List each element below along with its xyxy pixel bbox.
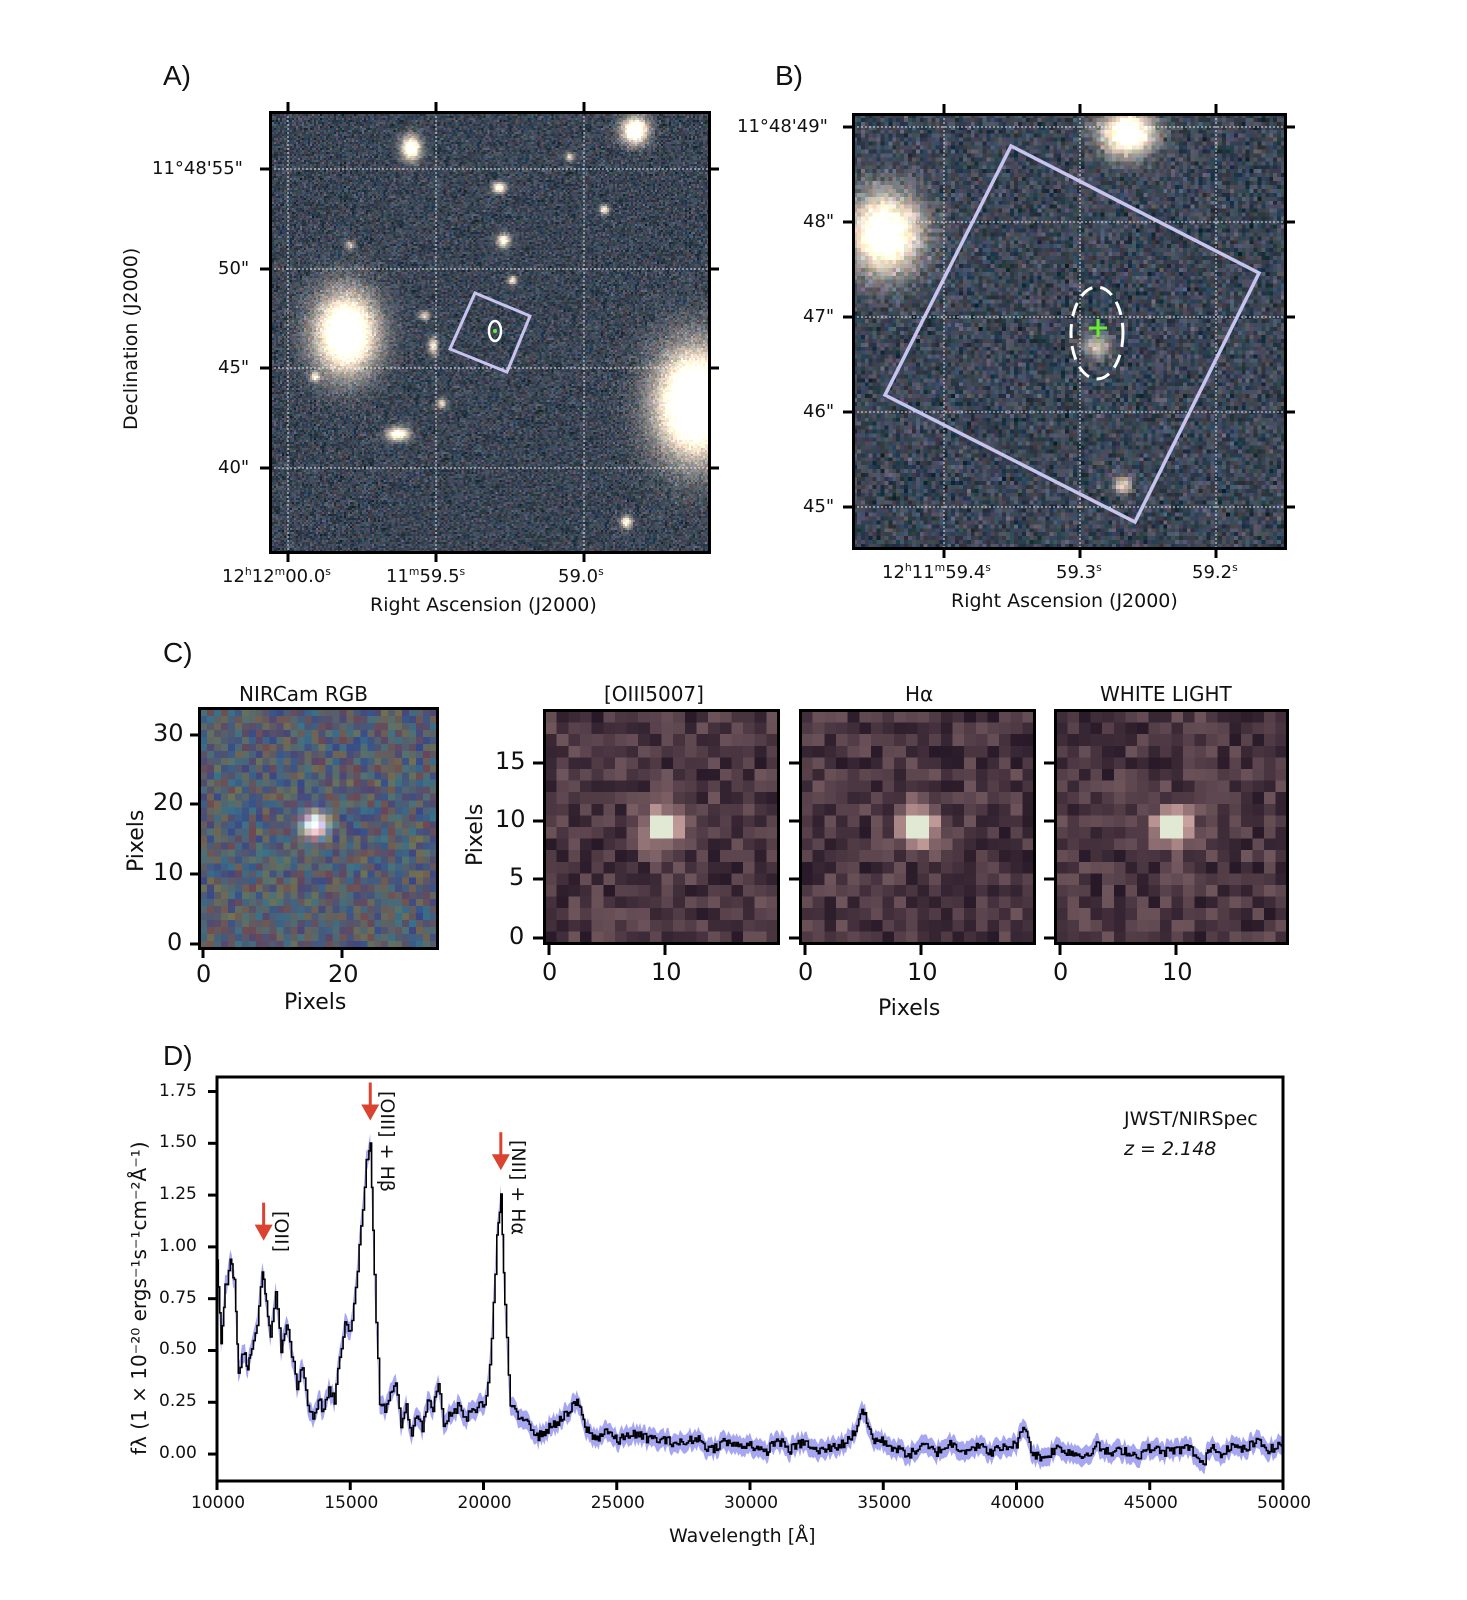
emission-line-label-1: [OIII] + Hβ <box>376 1090 399 1192</box>
map-halpha-xtick-0: 0 <box>798 958 814 986</box>
nircam-ytick-3: 30 <box>153 719 184 747</box>
panel-a-xtick-0: 12h12m00.0s <box>222 565 331 587</box>
emission-arrow-1 <box>361 1082 380 1121</box>
spectrum-line-group <box>217 1142 1284 1466</box>
nircam-ytick-1: 10 <box>153 858 184 886</box>
redshift-annotation: z = 2.148 <box>1124 1138 1217 1160</box>
spectrum-frame <box>215 1075 1285 1483</box>
panel-d-label: D) <box>163 1040 193 1071</box>
emission-line-label-0: [OII] <box>269 1210 292 1252</box>
y-tick-label-2: 0.50 <box>159 1339 197 1360</box>
instrument-annotation: JWST/NIRSpec <box>1124 1108 1258 1130</box>
panel-c-label: C) <box>163 637 193 668</box>
nircam-xtick-0: 0 <box>196 960 212 988</box>
nircam-rgb-image <box>200 709 437 948</box>
panel-a-slit-footprint <box>447 291 532 374</box>
maps-ytick-0: 0 <box>509 922 525 950</box>
spectrum-ylabel: fλ (1 × 10⁻²⁰ ergs⁻¹s⁻¹cm⁻²Å⁻¹) <box>127 1141 151 1455</box>
nircam-ytick-0: 0 <box>167 928 183 956</box>
map-halpha-xtick-1: 10 <box>907 958 938 986</box>
spectrum-error-band <box>217 1133 1283 1474</box>
map-title-halpha: Hα <box>905 682 934 706</box>
y-tick-label-6: 1.50 <box>159 1132 197 1153</box>
maps-ytick-2: 10 <box>495 805 526 833</box>
panel-b-xtick-0: 12h11m59.4s <box>882 561 991 583</box>
panel-b-slit-footprint <box>882 143 1262 525</box>
panel-a-ytick-1: 50" <box>218 258 250 279</box>
x-tick-label-3: 25000 <box>590 1493 645 1513</box>
panel-a-ytick-3: 40" <box>218 457 250 478</box>
emission-arrow-2 <box>491 1132 510 1171</box>
panel-b-ytick-0: 11°48'49" <box>737 116 828 137</box>
y-tick-label-7: 1.75 <box>159 1080 197 1101</box>
nircam-ytick-2: 20 <box>153 788 184 816</box>
y-tick-label-5: 1.25 <box>159 1184 197 1205</box>
panel-b-ytick-2: 47" <box>803 306 835 327</box>
x-tick-label-2: 20000 <box>457 1493 512 1513</box>
map-white-light-xtick-1: 10 <box>1162 958 1193 986</box>
panel-a-label: A) <box>163 60 191 91</box>
x-tick-label-5: 35000 <box>857 1493 912 1513</box>
panel-a-grid <box>270 112 709 552</box>
panel-b-xtick-1: 59.3s <box>1056 561 1102 583</box>
maps-ytick-1: 5 <box>509 863 525 891</box>
spectrum-error-band-group <box>217 1133 1283 1474</box>
panel-b-target-ellipse <box>1069 285 1125 381</box>
x-tick-label-0: 10000 <box>191 1493 246 1513</box>
nircam-title: NIRCam RGB <box>239 682 368 706</box>
y-tick-label-0: 0.00 <box>159 1443 197 1464</box>
panel-a-ytick-0: 11°48'55" <box>152 158 243 179</box>
nircam-xtick-1: 20 <box>328 960 359 988</box>
y-tick-label-1: 0.25 <box>159 1391 197 1412</box>
nircam-xlabel: Pixels <box>284 990 347 1015</box>
panel-a-ticks <box>260 102 719 562</box>
map-title-oiii: [OIII5007] <box>604 682 704 706</box>
emission-line-arrows <box>254 1082 510 1241</box>
y-tick-label-3: 0.75 <box>159 1287 197 1308</box>
maps-xlabel: Pixels <box>878 996 941 1021</box>
panel-b-xlabel: Right Ascension (J2000) <box>951 590 1178 612</box>
panel-b-label: B) <box>775 60 803 91</box>
panel-a-target-marker <box>493 329 497 333</box>
x-tick-label-4: 30000 <box>724 1493 779 1513</box>
map-white-light-image <box>1056 711 1287 943</box>
map-oiii-xtick-0: 0 <box>542 958 558 986</box>
x-tick-label-6: 40000 <box>990 1493 1045 1513</box>
emission-line-label-2: [NII] + Hα <box>506 1140 529 1236</box>
map-white-light-xtick-0: 0 <box>1053 958 1069 986</box>
spectrum-xlabel: Wavelength [Å] <box>669 1525 816 1547</box>
map-oiii-image <box>545 711 778 943</box>
panel-b-ytick-1: 48" <box>803 211 835 232</box>
y-tick-label-4: 1.00 <box>159 1235 197 1256</box>
panel-b-cross-icon <box>1089 319 1107 337</box>
emission-arrow-0 <box>254 1202 273 1241</box>
panel-a-xlabel: Right Ascension (J2000) <box>370 594 597 616</box>
map-halpha-image <box>801 711 1034 943</box>
panel-b-ytick-3: 46" <box>803 401 835 422</box>
map-title-white-light: WHITE LIGHT <box>1100 682 1232 706</box>
panel-a-ytick-2: 45" <box>218 357 250 378</box>
panel-b-image <box>853 114 1285 548</box>
panel-b-grid <box>853 114 1285 548</box>
spectrum-line <box>217 1142 1284 1466</box>
panel-a-target-ellipse <box>487 319 503 343</box>
x-tick-label-1: 15000 <box>324 1493 379 1513</box>
panel-b-xtick-2: 59.2s <box>1192 561 1238 583</box>
maps-ytick-3: 15 <box>495 747 526 775</box>
x-tick-label-7: 45000 <box>1123 1493 1178 1513</box>
panel-b-ytick-4: 45" <box>803 496 835 517</box>
map-oiii-xtick-1: 10 <box>651 958 682 986</box>
x-tick-label-8: 50000 <box>1257 1493 1312 1513</box>
panel-a-xtick-1: 11m59.5s <box>386 565 466 587</box>
panel-a-xtick-2: 59.0s <box>558 565 604 587</box>
